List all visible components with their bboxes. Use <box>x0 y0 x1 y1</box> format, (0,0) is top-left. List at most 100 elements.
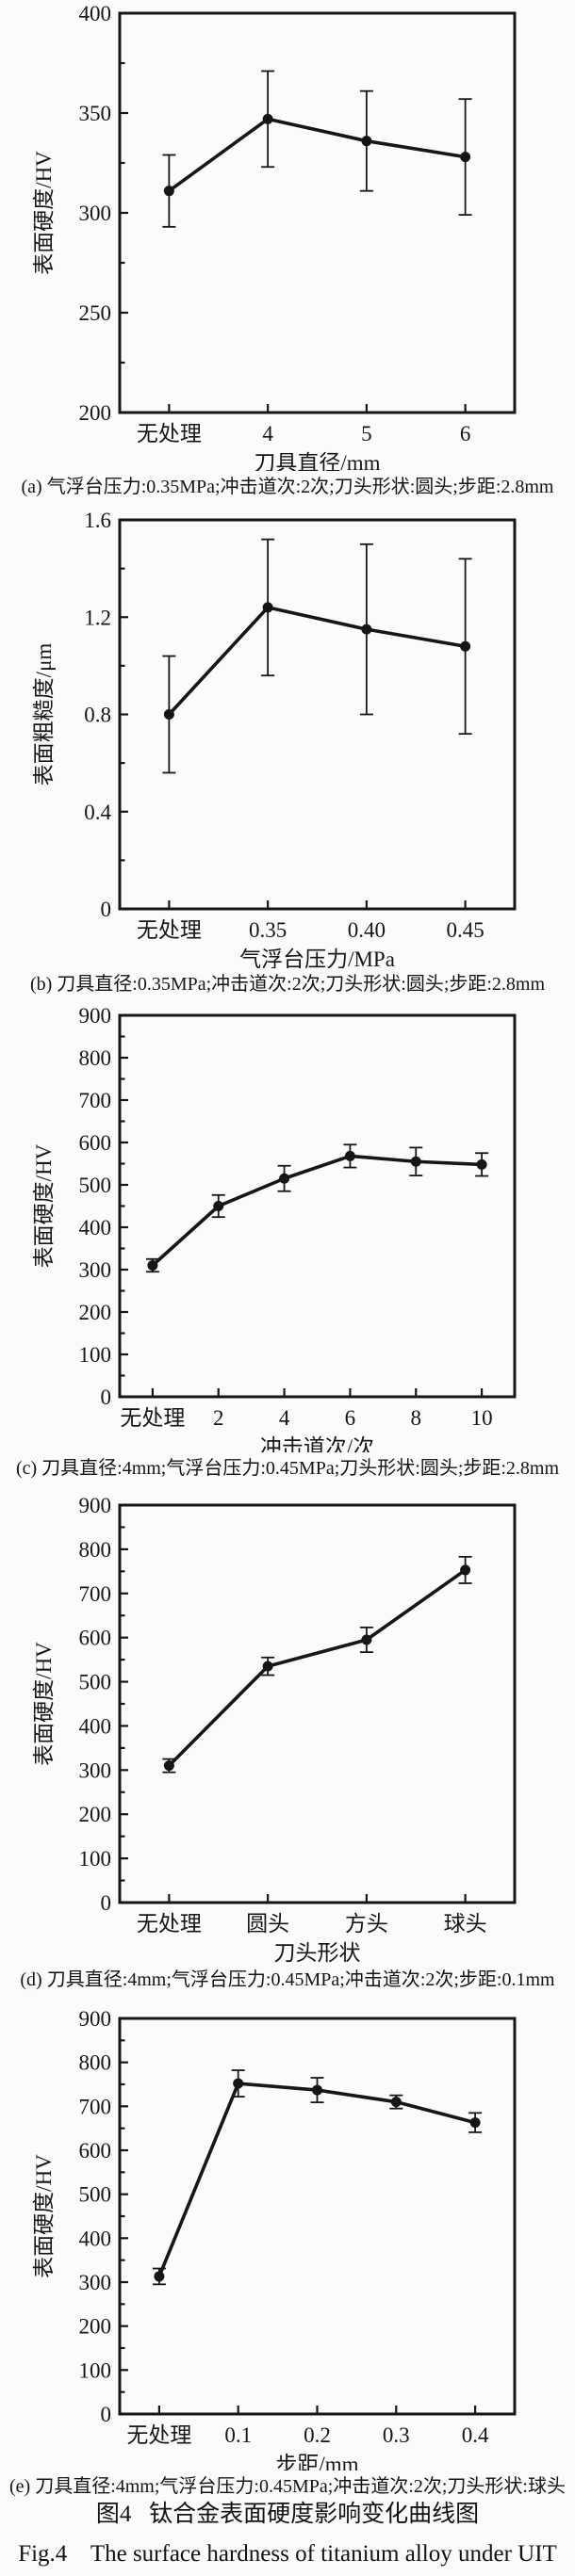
chart-a-caption: (a) 气浮台压力:0.35MPa;冲击道次:2次;刀头形状:圆头;步距:2.8… <box>21 477 554 497</box>
svg-text:700: 700 <box>79 1089 112 1112</box>
y-axis-labels: 0 100 200 300 400 500 600 700 800 900 <box>79 1494 112 1915</box>
svg-text:表面硬度/HV: 表面硬度/HV <box>32 1143 56 1268</box>
y-axis-title: 表面硬度/HV <box>32 2154 56 2278</box>
data-series-line <box>168 1568 467 1767</box>
svg-text:600: 600 <box>79 1131 112 1155</box>
data-series-line <box>168 117 466 193</box>
svg-text:200: 200 <box>79 1803 112 1826</box>
svg-text:10: 10 <box>471 1406 493 1430</box>
y-axis-labels: 0 100 200 300 400 500 600 700 800 900 <box>79 2007 112 2426</box>
svg-text:表面粗糙度/μm: 表面粗糙度/μm <box>32 643 56 786</box>
svg-text:100: 100 <box>79 1847 112 1871</box>
svg-text:300: 300 <box>79 2271 112 2294</box>
figure-caption-english: Fig.4 The surface hardness of titanium a… <box>18 2541 557 2567</box>
y-axis-ticks <box>120 518 128 911</box>
error-bars <box>162 1555 472 1774</box>
svg-text:0.35: 0.35 <box>249 918 287 942</box>
svg-text:0: 0 <box>101 1891 112 1915</box>
svg-text:100: 100 <box>79 1343 112 1367</box>
svg-text:0.45: 0.45 <box>447 918 485 942</box>
data-point-markers <box>154 2078 481 2282</box>
figure-caption-chinese: 图4 钛合金表面硬度影响变化曲线图 <box>95 2502 480 2527</box>
y-axis-labels: 0 0.4 0.8 1.2 1.6 <box>84 509 111 921</box>
svg-text:表面硬度/HV: 表面硬度/HV <box>32 2154 56 2278</box>
x-axis-title: 刀头形状 <box>274 1941 361 1964</box>
y-axis-ticks <box>120 1503 128 1904</box>
chart-c-canvas: 0 100 200 300 400 500 600 700 800 900 无处理 2 4 6 8 10 冲击道… <box>32 1004 517 1452</box>
svg-text:0.4: 0.4 <box>462 2423 489 2447</box>
x-axis-ticks <box>151 1388 484 1397</box>
chart-b-caption: (b) 刀具直径:0.35MPa;冲击道次:2次;刀头形状:圆头;步距:2.8m… <box>29 974 546 995</box>
svg-text:2: 2 <box>213 1406 224 1430</box>
data-point-markers <box>147 1150 487 1271</box>
svg-text:圆头: 圆头 <box>246 1912 289 1936</box>
y-axis-ticks <box>120 1013 128 1399</box>
svg-text:4: 4 <box>262 422 273 446</box>
svg-text:300: 300 <box>79 202 112 225</box>
error-bars <box>162 538 472 774</box>
svg-text:4: 4 <box>279 1406 290 1430</box>
chart-c-caption: (c) 刀具直径:4mm;气浮台压力:0.45MPa;刀头形状:圆头;步距:2.… <box>15 1458 560 1479</box>
svg-text:900: 900 <box>79 2007 112 2031</box>
svg-text:900: 900 <box>79 1494 112 1517</box>
svg-text:250: 250 <box>79 301 112 325</box>
svg-text:0: 0 <box>101 1385 112 1409</box>
chart-d-caption: (d) 刀具直径:4mm;气浮台压力:0.45MPa;冲击道次:2次;步距:0.… <box>20 1969 555 1990</box>
axes <box>118 1503 517 1904</box>
svg-text:8: 8 <box>411 1406 422 1430</box>
svg-text:400: 400 <box>79 1714 112 1738</box>
subplot-e: 0 100 200 300 400 500 600 700 800 900 无处理 0.1 0.2 0.3… <box>0 2005 575 2503</box>
subplot-a: 200 250 300 350 400 无处理 4 5 6 刀具直径/mm 表面硬度/HV (a) … <box>0 0 575 503</box>
svg-text:400: 400 <box>79 2227 112 2250</box>
x-axis-labels: 无处理 2 4 6 8 10 <box>120 1406 492 1430</box>
svg-text:无处理: 无处理 <box>120 1406 185 1430</box>
axes <box>118 11 517 414</box>
svg-text:200: 200 <box>79 2315 112 2339</box>
chart-a-canvas: 200 250 300 350 400 无处理 4 5 6 刀具直径/mm 表面硬度/HV <box>32 2 517 471</box>
subplot-b: 0 0.4 0.8 1.2 1.6 无处理 0.35 0.40 0.45 气浮台压力/MPa 表面粗… <box>0 507 575 1000</box>
x-axis-title: 刀具直径/mm <box>254 451 380 471</box>
svg-text:800: 800 <box>79 1538 112 1562</box>
y-axis-title: 表面粗糙度/μm <box>32 643 56 786</box>
svg-text:200: 200 <box>79 401 112 425</box>
data-series-line <box>151 1154 483 1267</box>
y-axis-labels: 0 100 200 300 400 500 600 700 800 900 <box>79 1004 112 1409</box>
y-axis-ticks <box>120 2017 128 2416</box>
svg-text:900: 900 <box>79 1004 112 1028</box>
x-axis-title: 步距/mm <box>275 2453 358 2471</box>
chart-e-canvas: 0 100 200 300 400 500 600 700 800 900 无处理 0.1 0.2 0.3… <box>32 2007 517 2471</box>
svg-text:0.8: 0.8 <box>84 704 111 727</box>
svg-text:0.2: 0.2 <box>304 2423 331 2447</box>
y-axis-title: 表面硬度/HV <box>32 151 56 275</box>
chart-e-caption: (e) 刀具直径:4mm;气浮台压力:0.45MPa;冲击道次:2次;刀头形状:… <box>9 2476 566 2497</box>
data-series-line <box>157 2082 476 2277</box>
svg-text:300: 300 <box>79 1758 112 1782</box>
subplot-d: 0 100 200 300 400 500 600 700 800 900 无处理 圆头 方头 球头 刀头形… <box>0 1492 575 1996</box>
y-axis-ticks <box>120 11 128 414</box>
svg-text:步距/mm: 步距/mm <box>275 2453 358 2471</box>
error-bars <box>152 2069 483 2286</box>
chart-d-canvas: 0 100 200 300 400 500 600 700 800 900 无处理 圆头 方头 球头刀头形… <box>32 1494 517 1964</box>
svg-text:无处理: 无处理 <box>137 422 202 446</box>
axes <box>118 518 517 911</box>
svg-text:表面硬度/HV: 表面硬度/HV <box>32 151 56 275</box>
chart-b-canvas: 0 0.4 0.8 1.2 1.6 无处理 0.35 0.40 0.45 气浮台压力/MPa 表面粗… <box>32 509 517 968</box>
svg-text:气浮台压力/MPa: 气浮台压力/MPa <box>239 948 395 968</box>
svg-text:方头: 方头 <box>345 1912 388 1936</box>
svg-text:100: 100 <box>79 2358 112 2382</box>
x-axis-title: 冲击道次/次 <box>260 1435 374 1452</box>
x-axis-title: 气浮台压力/MPa <box>239 948 395 968</box>
svg-text:0: 0 <box>101 898 112 921</box>
svg-text:800: 800 <box>79 2051 112 2075</box>
svg-text:无处理: 无处理 <box>126 2423 191 2447</box>
axes <box>118 1013 517 1399</box>
svg-text:0.3: 0.3 <box>383 2423 410 2447</box>
svg-text:6: 6 <box>345 1406 356 1430</box>
svg-text:800: 800 <box>79 1046 112 1070</box>
x-axis-labels: 无处理 圆头 方头 球头 <box>137 1912 487 1936</box>
svg-text:400: 400 <box>79 2 112 25</box>
svg-text:700: 700 <box>79 2095 112 2118</box>
data-series-line <box>168 606 466 716</box>
svg-text:200: 200 <box>79 1301 112 1324</box>
